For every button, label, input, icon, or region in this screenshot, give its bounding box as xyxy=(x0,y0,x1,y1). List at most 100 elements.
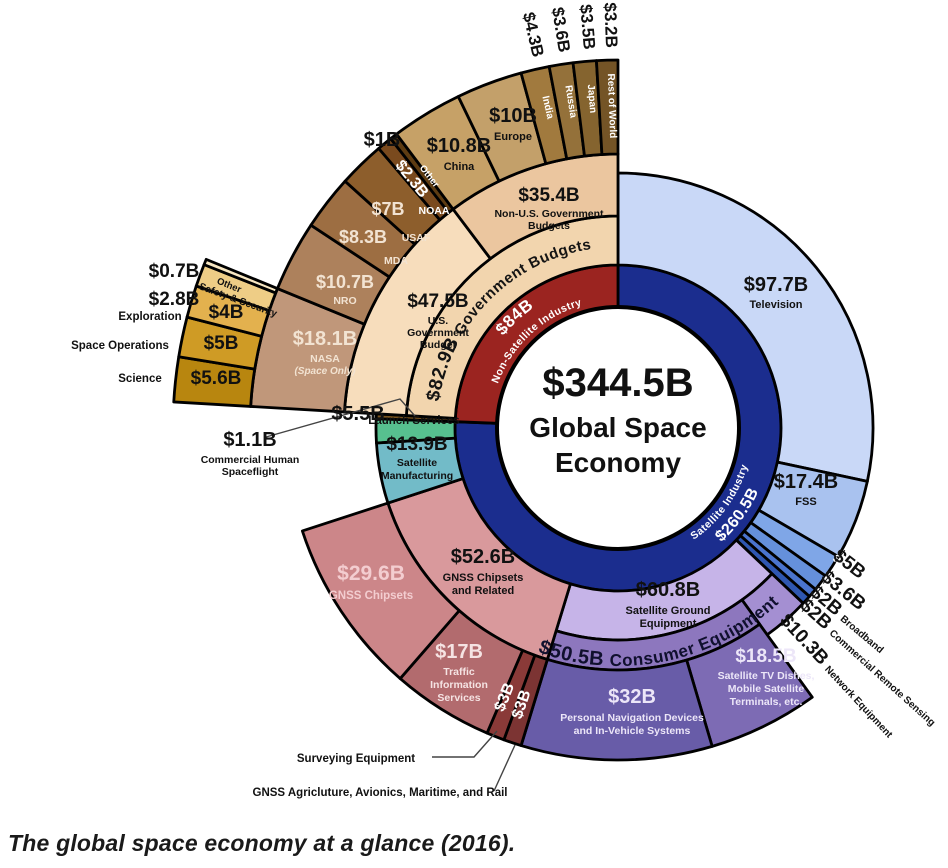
svg-text:$4B: $4B xyxy=(209,302,244,323)
svg-text:Europe: Europe xyxy=(494,131,532,143)
svg-text:Surveying Equipment: Surveying Equipment xyxy=(297,753,415,765)
svg-text:NRO: NRO xyxy=(333,295,356,307)
svg-text:$5.5B: $5.5B xyxy=(331,403,384,425)
svg-text:NOAA: NOAA xyxy=(419,205,450,217)
svg-text:$5.6B: $5.6B xyxy=(191,368,242,389)
surveying-ext: Surveying Equipment xyxy=(297,753,415,765)
svg-text:Spaceflight: Spaceflight xyxy=(222,466,279,478)
svg-text:(Space Only): (Space Only) xyxy=(294,366,356,377)
usaf-name: USAF xyxy=(402,232,431,244)
svg-text:Satellite Ground: Satellite Ground xyxy=(626,605,711,617)
svg-text:and In-Vehicle Systems: and In-Vehicle Systems xyxy=(574,725,691,737)
svg-text:FSS: FSS xyxy=(795,496,816,508)
svg-text:$29.6B: $29.6B xyxy=(337,562,405,585)
mda-value: $8.3B xyxy=(339,227,387,247)
us-other-value: $1B xyxy=(364,129,401,151)
svg-text:Services: Services xyxy=(437,692,480,704)
center-label: $344.5B Global Space Economy xyxy=(529,361,706,478)
china-label: $10.8B China xyxy=(427,135,492,173)
agri-leader xyxy=(493,744,516,792)
agri-ext: GNSS Agricluture, Avionics, Maritime, an… xyxy=(253,787,508,799)
svg-text:$5B: $5B xyxy=(204,333,239,354)
gnss-chipsets-label: $29.6B GNSS Chipsets xyxy=(329,562,413,602)
center-circle xyxy=(495,305,741,551)
svg-text:India: India xyxy=(539,95,555,121)
russia-value: $3.6B xyxy=(548,6,574,54)
row-name: Rest of World xyxy=(605,73,618,138)
japan-name: Japan xyxy=(585,84,598,114)
segment-gnss-chipsets xyxy=(300,501,461,680)
europe-label: $10B Europe xyxy=(489,105,537,143)
svg-text:China: China xyxy=(444,161,475,173)
svg-text:and Related: and Related xyxy=(452,585,514,597)
svg-text:$3.5B: $3.5B xyxy=(576,3,599,50)
svg-text:Rest of World: Rest of World xyxy=(605,73,618,138)
svg-text:Information: Information xyxy=(430,679,488,691)
svg-text:Terminals, etc.: Terminals, etc. xyxy=(730,696,803,708)
spaceops-ext: Space Operations xyxy=(71,340,169,352)
exploration-ext: Exploration xyxy=(118,311,181,323)
india-value: $4.3B xyxy=(519,10,548,58)
svg-text:$52.6B: $52.6B xyxy=(451,546,516,568)
sat-tv-label: $18.5B Satellite TV Dishes,Mobile Satelli… xyxy=(718,646,815,708)
svg-text:Manufacturing: Manufacturing xyxy=(381,470,453,482)
svg-text:$18.5B: $18.5B xyxy=(735,646,796,667)
fss-label: $17.4B FSS xyxy=(774,471,839,508)
svg-text:$10B: $10B xyxy=(489,105,537,127)
nasa-other-value: $0.7B xyxy=(149,261,200,282)
svg-text:Traffic: Traffic xyxy=(443,666,475,678)
russia-name: Russia xyxy=(562,85,578,120)
svg-text:Commercial Human: Commercial Human xyxy=(201,454,300,466)
svg-text:Launch Services: Launch Services xyxy=(368,415,459,427)
svg-text:$10.8B: $10.8B xyxy=(427,135,492,157)
spaceops-value: $5B xyxy=(204,333,239,354)
svg-text:$32B: $32B xyxy=(608,686,656,708)
television-label: $97.7B Television xyxy=(744,274,809,311)
svg-text:Economy: Economy xyxy=(555,447,681,478)
svg-text:Equipment: Equipment xyxy=(640,618,697,630)
svg-text:Satellite TV Dishes,: Satellite TV Dishes, xyxy=(718,670,815,682)
svg-text:$2.8B: $2.8B xyxy=(149,289,200,310)
svg-text:$1.1B: $1.1B xyxy=(223,429,276,451)
segment-television xyxy=(616,171,875,483)
svg-text:$10.7B: $10.7B xyxy=(316,272,374,292)
svg-text:$97.7B: $97.7B xyxy=(744,274,809,296)
svg-text:U.S.: U.S. xyxy=(428,315,449,327)
svg-text:Russia: Russia xyxy=(562,85,578,120)
svg-text:$7B: $7B xyxy=(371,199,404,219)
svg-text:$4.3B: $4.3B xyxy=(519,10,548,58)
svg-text:NASA: NASA xyxy=(310,353,340,365)
nro-label: $10.7B NRO xyxy=(316,272,374,307)
svg-text:Non-U.S. Government: Non-U.S. Government xyxy=(494,208,604,220)
svg-text:Government: Government xyxy=(407,327,469,339)
svg-text:$18.1B: $18.1B xyxy=(293,328,358,350)
chs-leader xyxy=(265,398,416,438)
row-value: $3.2B xyxy=(600,2,621,48)
noaa-name: NOAA xyxy=(419,205,450,217)
svg-text:$344.5B: $344.5B xyxy=(542,361,693,405)
japan-value: $3.5B xyxy=(576,3,599,50)
science-value: $5.6B xyxy=(191,368,242,389)
svg-text:Satellite: Satellite xyxy=(397,457,437,469)
exploration-value: $4B xyxy=(209,302,244,323)
svg-text:$3.6B: $3.6B xyxy=(548,6,574,54)
svg-text:GNSS Chipsets: GNSS Chipsets xyxy=(443,572,524,584)
svg-text:Global Space: Global Space xyxy=(529,412,706,443)
svg-text:$1B: $1B xyxy=(364,129,401,151)
svg-text:$0.7B: $0.7B xyxy=(149,261,200,282)
svg-text:Personal Navigation Devices: Personal Navigation Devices xyxy=(560,712,704,724)
svg-text:Exploration: Exploration xyxy=(118,311,181,323)
svg-text:Budgets: Budgets xyxy=(528,220,570,232)
segment-personal-navigation-devices xyxy=(519,658,714,762)
svg-text:Mobile Satellite: Mobile Satellite xyxy=(728,683,805,695)
mda-name: MDA xyxy=(384,255,408,267)
nasa-label: $18.1B NASA(Space Only) xyxy=(293,328,358,377)
safety-security-value: $2.8B xyxy=(149,289,200,310)
